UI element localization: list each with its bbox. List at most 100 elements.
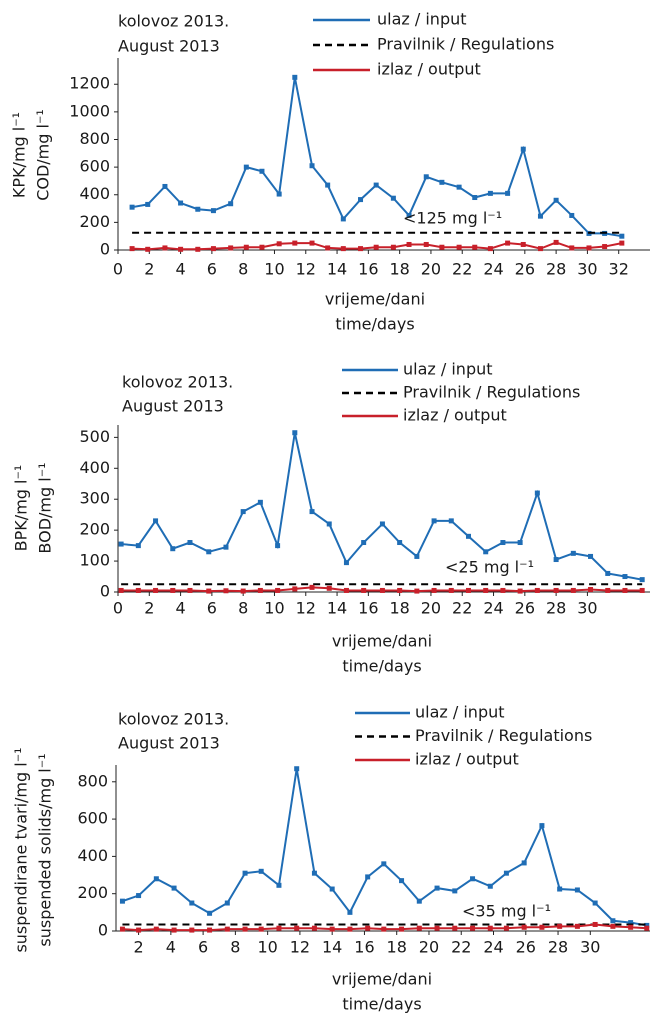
data-point — [240, 588, 246, 594]
data-point — [605, 570, 611, 576]
data-point — [553, 587, 559, 593]
data-point — [505, 190, 511, 196]
data-point — [399, 926, 405, 932]
data-point — [569, 245, 575, 251]
data-point — [294, 925, 300, 931]
data-point — [343, 560, 349, 566]
x-tick-label: 12 — [296, 599, 316, 618]
data-point — [162, 183, 168, 189]
data-point — [195, 206, 201, 212]
x-tick-label: 6 — [207, 599, 217, 618]
data-point — [242, 926, 248, 932]
y-tick-label: 1200 — [69, 74, 110, 93]
x-tick-label: 22 — [452, 260, 472, 279]
y-tick-label: 300 — [79, 489, 110, 508]
data-point — [622, 587, 628, 593]
data-point — [311, 925, 317, 931]
x-tick-label: 0 — [113, 260, 123, 279]
data-point — [439, 179, 445, 185]
data-point — [517, 588, 523, 594]
x-tick-label: 28 — [548, 938, 568, 957]
data-point — [294, 766, 300, 772]
data-point — [275, 587, 281, 593]
data-point — [119, 898, 125, 904]
x-tick-label: 2 — [144, 599, 154, 618]
data-point — [574, 923, 580, 929]
y-axis-label: suspended solids/mg l⁻¹ — [36, 753, 55, 946]
data-point — [439, 244, 445, 250]
x-tick-label: 14 — [327, 260, 347, 279]
data-point — [210, 208, 216, 214]
y-tick-label: 800 — [79, 129, 110, 148]
data-point — [470, 925, 476, 931]
y-tick-label: 400 — [77, 846, 108, 865]
data-point — [329, 886, 335, 892]
data-point — [373, 244, 379, 250]
data-point — [171, 885, 177, 891]
data-point — [358, 246, 364, 252]
data-point — [520, 146, 526, 152]
data-point — [521, 860, 527, 866]
data-point — [503, 925, 509, 931]
data-point — [487, 190, 493, 196]
data-point — [534, 587, 540, 593]
series-line — [131, 77, 622, 238]
data-point — [340, 246, 346, 252]
data-point — [520, 241, 526, 247]
series-line — [121, 432, 643, 581]
data-point — [153, 876, 159, 882]
data-point — [537, 246, 543, 252]
data-point — [434, 925, 440, 931]
data-point — [553, 197, 559, 203]
x-axis-label: time/days — [342, 995, 421, 1014]
x-tick-label: 10 — [264, 599, 284, 618]
data-point — [347, 909, 353, 915]
y-tick-label: 400 — [79, 458, 110, 477]
data-point — [243, 164, 249, 170]
data-point — [326, 585, 332, 591]
y-tick-label: 600 — [77, 809, 108, 828]
data-point — [503, 870, 509, 876]
x-tick-label: 20 — [419, 938, 439, 957]
data-point — [628, 924, 634, 930]
data-point — [257, 499, 263, 505]
data-point — [553, 239, 559, 245]
period-label: August 2013 — [122, 397, 224, 416]
legend-label: ulaz / input — [377, 10, 467, 29]
data-point — [539, 823, 545, 829]
data-point — [153, 926, 159, 932]
data-point — [259, 168, 265, 174]
data-point — [557, 923, 563, 929]
data-point — [189, 927, 195, 933]
data-point — [276, 191, 282, 197]
data-point — [292, 74, 298, 80]
y-tick-label: 500 — [79, 427, 110, 446]
data-point — [153, 587, 159, 593]
x-tick-label: 24 — [483, 260, 503, 279]
x-axis-label: time/days — [342, 657, 421, 676]
data-point — [223, 544, 229, 550]
x-tick-label: 6 — [207, 260, 217, 279]
data-point — [207, 910, 213, 916]
data-point — [292, 240, 298, 246]
data-point — [569, 212, 575, 218]
data-point — [242, 870, 248, 876]
data-point — [309, 584, 315, 590]
data-point — [326, 521, 332, 527]
data-point — [195, 246, 201, 252]
y-axis-label: suspendirane tvari/mg l⁻¹ — [12, 747, 31, 952]
legend-label: Pravilnik / Regulations — [377, 35, 554, 54]
data-point — [390, 195, 396, 201]
data-point — [517, 540, 523, 546]
data-point — [431, 518, 437, 524]
x-tick-label: 16 — [354, 938, 374, 957]
data-point — [381, 926, 387, 932]
data-point — [448, 587, 454, 593]
data-point — [416, 925, 422, 931]
y-tick-label: 0 — [98, 921, 108, 940]
data-point — [329, 926, 335, 932]
data-point — [136, 927, 142, 933]
x-tick-label: 0 — [113, 599, 123, 618]
x-tick-label: 4 — [175, 599, 185, 618]
x-tick-label: 32 — [609, 260, 629, 279]
